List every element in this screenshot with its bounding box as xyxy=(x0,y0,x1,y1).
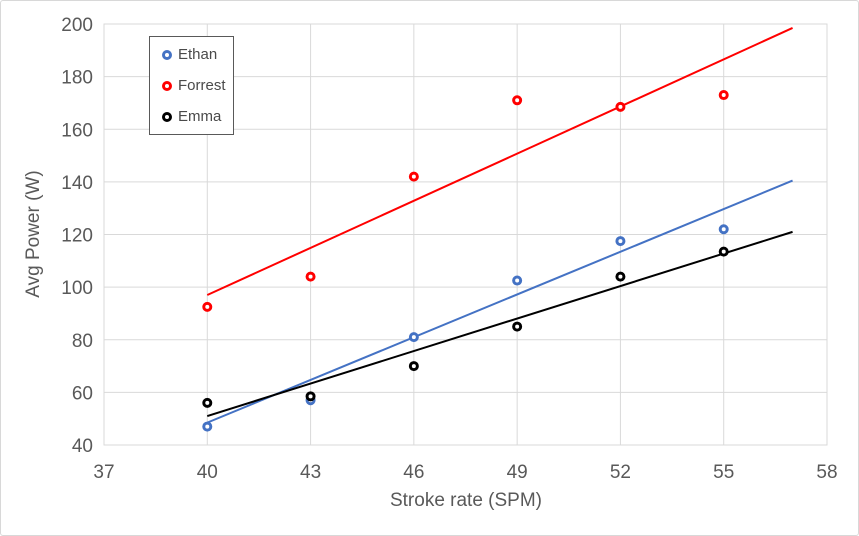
x-axis-title: Stroke rate (SPM) xyxy=(389,490,543,511)
svg-text:49: 49 xyxy=(507,462,528,483)
point-emma-55 xyxy=(718,246,729,257)
point-emma-43 xyxy=(305,391,316,402)
point-emma-52 xyxy=(615,271,626,282)
point-forrest-43 xyxy=(305,271,316,282)
point-ethan-49 xyxy=(512,275,523,286)
point-forrest-40 xyxy=(202,301,213,312)
svg-text:100: 100 xyxy=(61,278,93,299)
legend-item-ethan: Ethan xyxy=(162,47,233,62)
svg-text:200: 200 xyxy=(61,15,93,36)
svg-text:40: 40 xyxy=(197,462,218,483)
svg-text:43: 43 xyxy=(300,462,321,483)
svg-text:80: 80 xyxy=(72,331,93,352)
point-forrest-46 xyxy=(408,171,419,182)
trendline-forrest xyxy=(206,27,793,296)
svg-text:55: 55 xyxy=(713,462,734,483)
point-ethan-55 xyxy=(718,224,729,235)
svg-text:140: 140 xyxy=(61,173,93,194)
point-forrest-52 xyxy=(615,101,626,112)
legend: Ethan Forrest Emma xyxy=(149,36,234,135)
point-ethan-40 xyxy=(202,421,213,432)
point-forrest-55 xyxy=(718,90,729,101)
svg-text:180: 180 xyxy=(61,68,93,89)
legend-label-ethan: Ethan xyxy=(178,46,218,63)
svg-text:60: 60 xyxy=(72,383,93,404)
ethan-marker-icon xyxy=(162,49,172,60)
emma-marker-icon xyxy=(162,111,172,122)
plot-border xyxy=(103,23,828,446)
legend-item-emma: Emma xyxy=(162,109,233,124)
x-tick-labels: 37 40 43 46 49 52 55 58 xyxy=(93,462,837,483)
point-ethan-46 xyxy=(408,332,419,343)
svg-text:40: 40 xyxy=(72,436,93,457)
y-axis-title: Avg Power (W) xyxy=(23,170,44,298)
svg-text:52: 52 xyxy=(610,462,631,483)
point-emma-40 xyxy=(202,397,213,408)
trendline-emma xyxy=(206,230,793,418)
legend-label-emma: Emma xyxy=(178,108,222,125)
point-forrest-49 xyxy=(512,95,523,106)
y-tick-labels: 40 60 80 100 120 140 160 180 200 xyxy=(61,15,93,457)
legend-label-forrest: Forrest xyxy=(178,77,226,94)
forrest-marker-icon xyxy=(162,80,172,91)
svg-text:46: 46 xyxy=(403,462,424,483)
svg-text:120: 120 xyxy=(61,226,93,247)
svg-text:58: 58 xyxy=(816,462,837,483)
series-forrest-points xyxy=(202,90,729,312)
point-emma-49 xyxy=(512,321,523,332)
series-emma-points xyxy=(202,246,729,408)
svg-text:37: 37 xyxy=(93,462,114,483)
legend-item-forrest: Forrest xyxy=(162,78,233,93)
point-emma-46 xyxy=(408,361,419,372)
svg-text:160: 160 xyxy=(61,120,93,141)
series-ethan-points xyxy=(202,224,729,432)
point-ethan-52 xyxy=(615,236,626,247)
trendline-ethan xyxy=(206,179,793,424)
